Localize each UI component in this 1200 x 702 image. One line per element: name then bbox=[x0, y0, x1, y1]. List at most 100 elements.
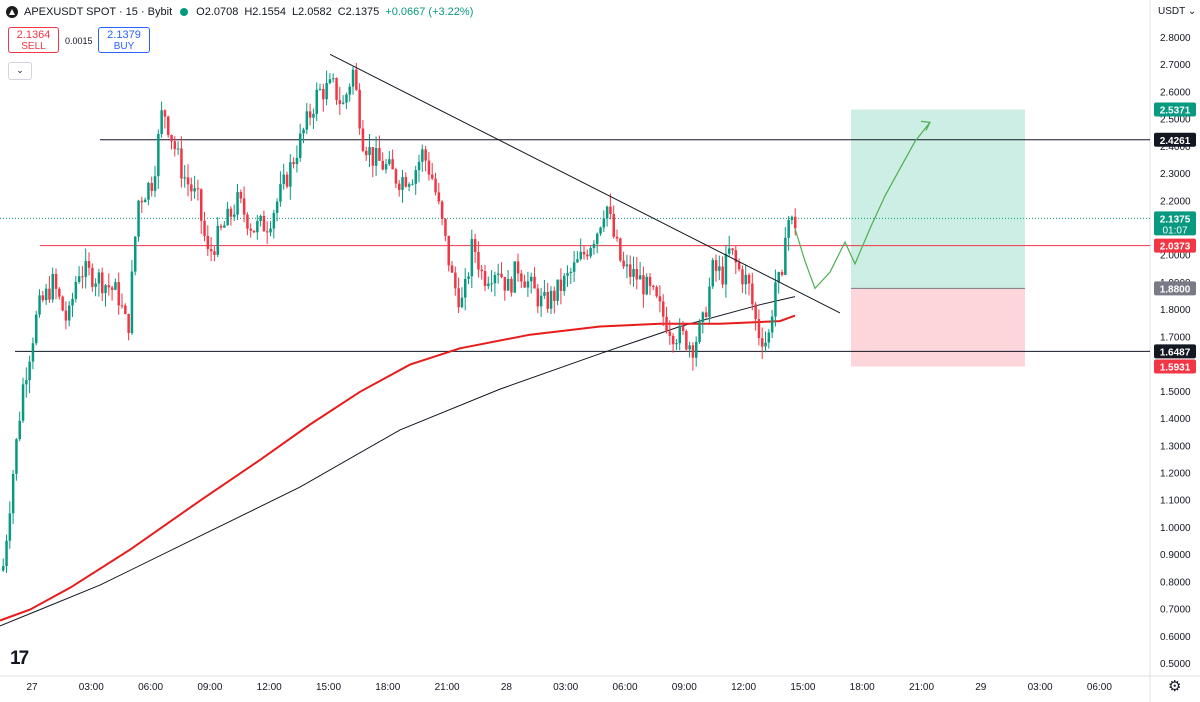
candle-body bbox=[371, 147, 375, 166]
candle-body bbox=[325, 83, 328, 100]
candle-body bbox=[5, 540, 8, 567]
candle-body bbox=[493, 274, 497, 284]
x-tick-label: 15:00 bbox=[316, 682, 341, 693]
candle-body bbox=[87, 261, 91, 268]
candle-body bbox=[223, 225, 226, 228]
candle-body bbox=[503, 277, 507, 291]
price-label: 1.8800 bbox=[1160, 284, 1191, 295]
candle-body bbox=[186, 177, 190, 185]
candle-body bbox=[332, 78, 335, 80]
candle-body bbox=[8, 513, 12, 541]
candle-body bbox=[361, 128, 365, 151]
candle-body bbox=[252, 230, 256, 233]
candle-body bbox=[338, 100, 342, 104]
candle-body bbox=[167, 116, 170, 136]
candle-body bbox=[64, 310, 68, 321]
candle-body bbox=[477, 252, 480, 270]
candle-body bbox=[279, 184, 282, 202]
y-tick-label: 2.5000 bbox=[1160, 115, 1191, 126]
candle-body bbox=[200, 189, 203, 221]
candle-body bbox=[229, 208, 233, 217]
countdown-label: 01:07 bbox=[1162, 225, 1187, 236]
candle-body bbox=[31, 343, 35, 362]
sell-button[interactable]: 2.1364 SELL bbox=[8, 27, 59, 53]
candle-body bbox=[563, 275, 566, 291]
candle-body bbox=[721, 266, 724, 285]
candle-body bbox=[520, 273, 523, 282]
candle-body bbox=[153, 176, 157, 191]
candle-body bbox=[731, 248, 734, 251]
candle-body bbox=[394, 169, 398, 184]
candle-body bbox=[209, 249, 213, 252]
candle-body bbox=[348, 86, 351, 95]
candle-body bbox=[312, 113, 315, 118]
candle-body bbox=[500, 273, 503, 278]
candle-body bbox=[292, 162, 295, 165]
candle-body bbox=[163, 110, 167, 117]
buy-button[interactable]: 2.1379 BUY bbox=[98, 27, 150, 53]
y-tick-label: 1.4000 bbox=[1160, 414, 1191, 425]
candle-body bbox=[315, 89, 318, 114]
price-label-bg bbox=[1154, 344, 1196, 359]
candle-body bbox=[747, 274, 751, 284]
candle-body bbox=[295, 157, 299, 165]
candle-body bbox=[41, 295, 45, 301]
candle-body bbox=[635, 268, 639, 280]
candle-body bbox=[114, 282, 117, 290]
candle-body bbox=[351, 69, 355, 87]
y-tick-label: 2.3000 bbox=[1160, 169, 1191, 180]
candle-body bbox=[127, 313, 130, 334]
candle-body bbox=[341, 102, 345, 104]
candle-body bbox=[176, 148, 180, 150]
y-tick-label: 1.5000 bbox=[1160, 387, 1191, 398]
candle-body bbox=[203, 220, 206, 236]
candle-body bbox=[140, 200, 144, 203]
candle-body bbox=[460, 297, 464, 308]
ema-red-line bbox=[0, 314, 796, 622]
candle-body bbox=[206, 235, 210, 250]
currency-selector[interactable]: USDT ⌄ bbox=[1158, 6, 1197, 17]
candle-body bbox=[612, 213, 615, 237]
candle-body bbox=[407, 184, 411, 187]
y-tick-label: 0.5000 bbox=[1160, 659, 1191, 670]
gear-icon[interactable]: ⚙ bbox=[1168, 678, 1182, 695]
candle-body bbox=[256, 221, 259, 233]
candle-body bbox=[384, 164, 388, 170]
candle-body bbox=[480, 269, 483, 272]
price-label: 2.0373 bbox=[1160, 242, 1191, 253]
candle-body bbox=[582, 251, 586, 255]
candle-body bbox=[322, 88, 325, 100]
target-zone bbox=[851, 109, 1025, 289]
candle-body bbox=[589, 248, 592, 257]
candle-body bbox=[714, 260, 718, 271]
price-label-bg bbox=[1154, 102, 1196, 117]
candle-body bbox=[737, 262, 741, 270]
ohlc-close: C2.1375 bbox=[337, 6, 380, 18]
candle-body bbox=[226, 208, 229, 226]
candle-body bbox=[431, 174, 434, 179]
x-tick-label: 06:00 bbox=[1087, 682, 1112, 693]
candle-body bbox=[701, 312, 705, 323]
candle-body bbox=[97, 272, 101, 284]
candle-body bbox=[609, 206, 612, 214]
candle-body bbox=[440, 201, 444, 220]
candle-body bbox=[454, 272, 457, 289]
candle-body bbox=[160, 110, 163, 134]
y-tick-label: 1.1000 bbox=[1160, 496, 1191, 507]
candle-body bbox=[117, 282, 120, 306]
y-tick-label: 0.8000 bbox=[1160, 577, 1191, 588]
candle-body bbox=[559, 279, 563, 291]
candle-body bbox=[437, 192, 441, 202]
candle-body bbox=[523, 281, 526, 288]
candle-body bbox=[629, 264, 632, 277]
candle-body bbox=[28, 361, 31, 381]
collapse-toggle-button[interactable]: ⌄ bbox=[8, 62, 32, 80]
candle-body bbox=[546, 292, 549, 309]
candle-body bbox=[54, 273, 58, 289]
candle-body bbox=[233, 214, 236, 217]
price-label-bg bbox=[1154, 238, 1196, 253]
symbol-title[interactable]: APEXUSDT SPOT · 15 · Bybit bbox=[24, 6, 173, 18]
candle-body bbox=[150, 183, 153, 191]
x-tick-label: 09:00 bbox=[672, 682, 697, 693]
